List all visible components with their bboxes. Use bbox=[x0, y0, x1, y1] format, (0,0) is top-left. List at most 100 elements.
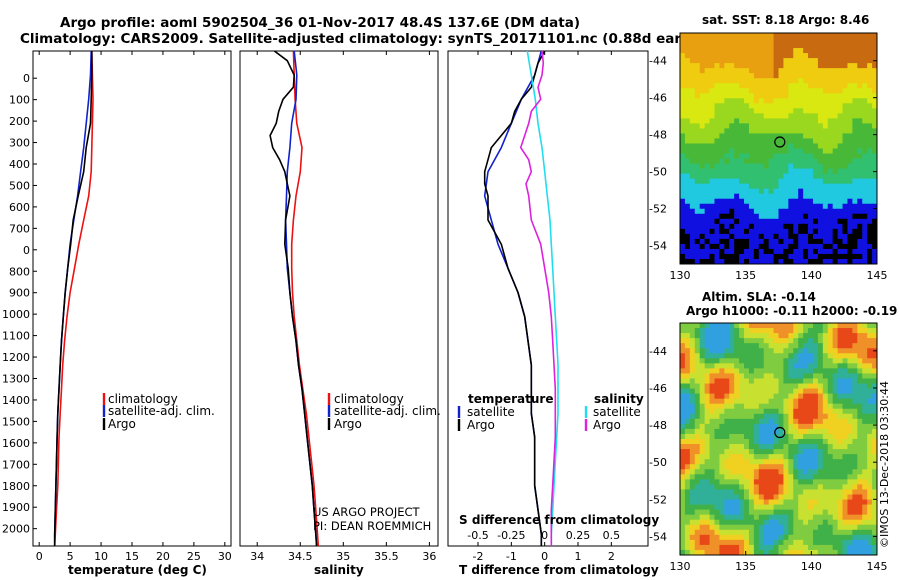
map-cell bbox=[719, 93, 725, 99]
map-cell bbox=[694, 203, 701, 210]
map-cell bbox=[724, 408, 730, 415]
top-axis-ticks: -0.5 -0.25 0 0.25 0.5 bbox=[467, 529, 620, 542]
map-cell bbox=[837, 499, 843, 505]
map-cell bbox=[872, 549, 878, 556]
map-cell bbox=[852, 218, 858, 225]
map-cell bbox=[734, 58, 740, 64]
map-cell bbox=[753, 509, 760, 516]
map-cell bbox=[872, 198, 878, 205]
map-cell bbox=[748, 58, 755, 64]
map-cell bbox=[803, 388, 809, 395]
map-cell bbox=[719, 439, 725, 445]
map-cell bbox=[684, 173, 691, 180]
map-cell bbox=[684, 48, 691, 54]
map-cell bbox=[793, 454, 799, 460]
map-cell bbox=[872, 328, 878, 334]
map-cell bbox=[808, 208, 814, 215]
map-cell bbox=[852, 323, 858, 329]
map-cell bbox=[748, 228, 755, 235]
map-cell bbox=[808, 108, 814, 114]
map-cell bbox=[872, 484, 878, 490]
map-cell bbox=[694, 439, 701, 445]
map-cell bbox=[753, 178, 760, 185]
map-cell bbox=[744, 148, 750, 154]
map-cell bbox=[709, 68, 715, 74]
map-cell bbox=[798, 58, 804, 64]
map-cell bbox=[788, 243, 794, 250]
map-cell bbox=[768, 459, 774, 465]
top-tick-label: -0.25 bbox=[497, 529, 525, 542]
map-cell bbox=[699, 418, 706, 425]
map-cell bbox=[822, 138, 829, 144]
map-cell bbox=[714, 408, 720, 415]
map-cell bbox=[817, 479, 824, 485]
map-cell bbox=[773, 128, 779, 134]
map-cell bbox=[734, 113, 740, 119]
map-cell bbox=[778, 68, 784, 74]
map-cell bbox=[837, 243, 843, 250]
map-cell bbox=[680, 243, 686, 250]
map-cell bbox=[689, 529, 696, 536]
map-cell bbox=[699, 454, 706, 460]
map-cell bbox=[714, 348, 720, 354]
map-cell bbox=[773, 158, 779, 164]
map-cell bbox=[739, 183, 745, 190]
map-cell bbox=[739, 358, 745, 364]
map-cell bbox=[842, 388, 848, 395]
map-cell bbox=[798, 113, 804, 119]
map-cell bbox=[798, 193, 804, 200]
map-cell bbox=[734, 388, 740, 395]
map-cell bbox=[817, 484, 824, 490]
map-cell bbox=[773, 479, 779, 485]
map-cell bbox=[798, 108, 804, 114]
series-line-s-satellite bbox=[526, 50, 559, 546]
sla-field bbox=[680, 323, 878, 556]
lon-tick-label: 135 bbox=[735, 269, 756, 282]
map-cell bbox=[852, 78, 858, 84]
map-cell bbox=[847, 123, 853, 129]
map-cell bbox=[773, 198, 779, 205]
map-cell bbox=[739, 413, 745, 420]
map-cell bbox=[684, 464, 691, 470]
map-cell bbox=[753, 188, 760, 195]
map-cell bbox=[724, 238, 730, 245]
map-cell bbox=[872, 118, 878, 124]
legend-label-climatology: climatology bbox=[334, 392, 404, 406]
map-cell bbox=[788, 178, 794, 185]
map-cell bbox=[744, 408, 750, 415]
map-cell bbox=[793, 223, 799, 230]
map-cell bbox=[768, 153, 774, 159]
map-cell bbox=[724, 253, 730, 260]
map-cell bbox=[680, 98, 686, 104]
map-cell bbox=[744, 549, 750, 556]
map-cell bbox=[827, 183, 834, 190]
map-cell bbox=[684, 323, 691, 329]
map-cell bbox=[704, 233, 710, 240]
map-cell bbox=[778, 469, 784, 475]
map-cell bbox=[744, 474, 750, 480]
map-cell bbox=[783, 103, 789, 109]
map-cell bbox=[857, 398, 863, 405]
map-cell bbox=[709, 58, 715, 64]
map-cell bbox=[724, 529, 730, 536]
map-cell bbox=[758, 58, 765, 64]
map-cell bbox=[822, 203, 829, 210]
map-cell bbox=[803, 504, 809, 511]
map-cell bbox=[734, 393, 740, 400]
map-cell bbox=[744, 123, 750, 129]
map-cell bbox=[822, 98, 829, 104]
map-cell bbox=[842, 183, 848, 190]
map-cell bbox=[719, 63, 725, 69]
map-cell bbox=[808, 343, 814, 349]
map-cell bbox=[817, 203, 824, 210]
map-cell bbox=[719, 343, 725, 349]
map-cell bbox=[729, 168, 735, 175]
map-cell bbox=[862, 343, 868, 349]
map-cell bbox=[808, 53, 814, 59]
map-cell bbox=[837, 529, 843, 536]
depth-tick-label: 1200 bbox=[2, 351, 30, 364]
map-cell bbox=[822, 108, 829, 114]
map-cell bbox=[724, 524, 730, 531]
map-cell bbox=[763, 398, 770, 405]
map-cell bbox=[748, 479, 755, 485]
